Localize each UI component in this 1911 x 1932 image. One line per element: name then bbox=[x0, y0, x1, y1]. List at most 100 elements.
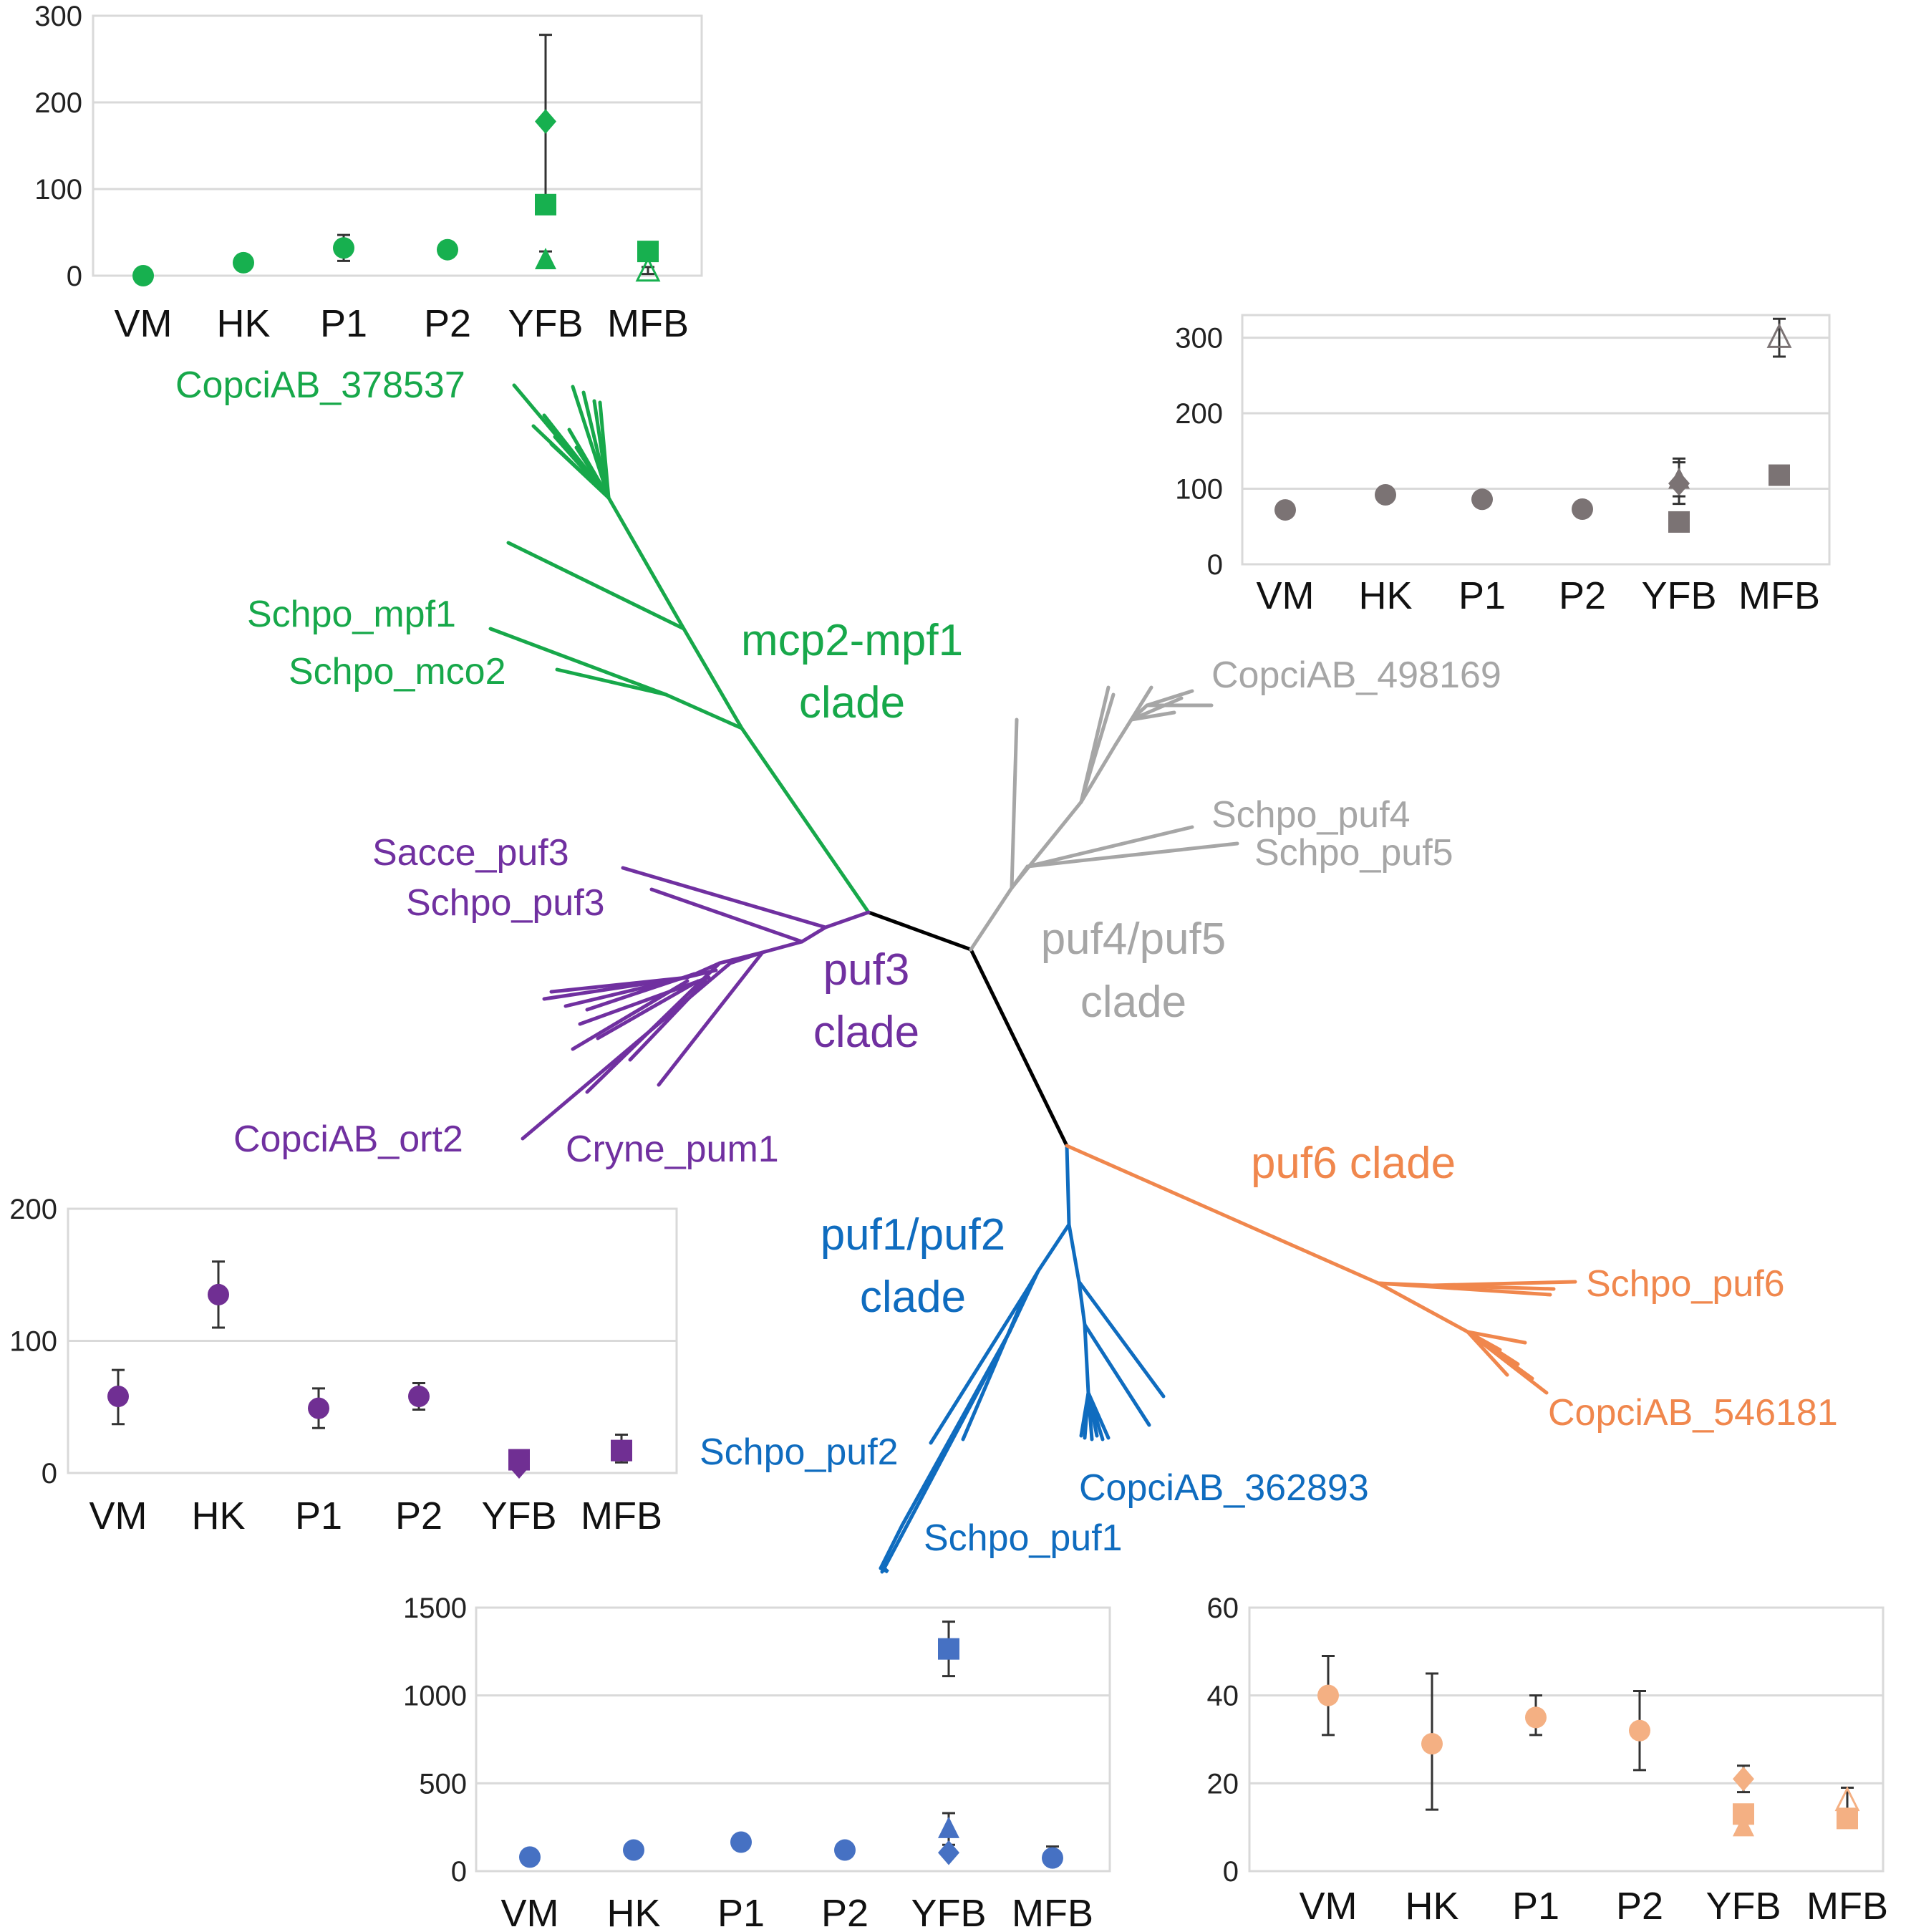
x-category-label: P1 bbox=[1512, 1885, 1559, 1928]
y-tick-label: 1500 bbox=[403, 1593, 467, 1624]
data-point-square bbox=[1769, 464, 1790, 486]
x-category-label: MFB bbox=[1012, 1892, 1093, 1928]
x-category-label: VM bbox=[501, 1892, 559, 1928]
x-category-label: VM bbox=[89, 1494, 147, 1537]
x-category-label: P1 bbox=[320, 302, 367, 345]
clade-branches-gray bbox=[969, 685, 1239, 952]
data-point-diamond bbox=[535, 109, 556, 134]
data-point-circle bbox=[623, 1839, 644, 1861]
data-marks bbox=[107, 1260, 632, 1479]
y-tick-label: 20 bbox=[1207, 1768, 1239, 1800]
plot-frame bbox=[1248, 1606, 1885, 1873]
leaf-label: Schpo_puf2 bbox=[700, 1431, 899, 1473]
data-point-circle bbox=[519, 1846, 541, 1868]
leaf-label: CopciAB_378537 bbox=[175, 364, 465, 406]
y-tick-label: 1000 bbox=[403, 1681, 467, 1712]
x-category-label: YFB bbox=[1706, 1885, 1781, 1928]
data-point-triangle bbox=[938, 1816, 959, 1838]
x-category-label: HK bbox=[1358, 574, 1412, 617]
data-point-circle bbox=[107, 1385, 129, 1407]
data-point-triangle bbox=[1733, 1815, 1754, 1837]
y-tick-label: 300 bbox=[34, 1, 82, 32]
x-category-label: MFB bbox=[1738, 574, 1820, 617]
y-tick-label: 100 bbox=[34, 174, 82, 206]
data-point-triangle-open bbox=[1766, 323, 1792, 348]
x-category-label: P2 bbox=[1616, 1885, 1663, 1928]
y-tick-label: 0 bbox=[451, 1856, 467, 1888]
data-point-circle bbox=[1629, 1719, 1650, 1742]
x-category-label: P1 bbox=[295, 1494, 342, 1537]
leaf-label: CopciAB_498169 bbox=[1211, 655, 1501, 696]
clade-branches-green bbox=[488, 383, 871, 914]
x-category-label: P1 bbox=[1458, 574, 1506, 617]
data-point-square bbox=[938, 1638, 959, 1660]
y-tick-label: 500 bbox=[419, 1768, 467, 1800]
plot-frame bbox=[92, 14, 703, 277]
data-point-circle bbox=[333, 237, 354, 259]
data-marks bbox=[519, 1621, 1063, 1869]
x-category-label: HK bbox=[216, 302, 270, 345]
leaf-label: Schpo_puf1 bbox=[924, 1517, 1123, 1559]
clade-label-orange: puf6 clade bbox=[1251, 1139, 1456, 1188]
x-category-label: P2 bbox=[424, 302, 471, 345]
y-tick-label: 100 bbox=[1175, 474, 1223, 506]
expression-chart-green: 0 100 200 300 VM HK P1 P2 YFB MFB bbox=[34, 1, 703, 345]
expression-chart-blue: 0 500 1000 1500 VM HK P1 P2 YFB MFB bbox=[403, 1593, 1111, 1932]
data-point-square bbox=[1837, 1807, 1858, 1830]
data-point-triangle-open bbox=[635, 256, 661, 282]
clade-label-purple-line2: clade bbox=[813, 1008, 919, 1057]
clade-label-green-line2: clade bbox=[799, 678, 905, 728]
data-point-square bbox=[611, 1439, 632, 1462]
y-tick-label: 0 bbox=[67, 261, 82, 292]
clade-branches-orange bbox=[1065, 1144, 1577, 1395]
expression-chart-purple: 0 100 200 VM HK P1 P2 YFB MFB bbox=[9, 1194, 678, 1537]
x-category-label: YFB bbox=[481, 1494, 556, 1537]
x-category-label: MFB bbox=[607, 302, 689, 345]
data-point-triangle-open bbox=[1834, 1786, 1860, 1812]
y-tick-label: 40 bbox=[1207, 1681, 1239, 1712]
y-tick-label: 200 bbox=[34, 87, 82, 119]
clade-branches-blue bbox=[879, 1144, 1166, 1574]
data-point-circle bbox=[132, 265, 154, 286]
leaf-label: CopciAB_ort2 bbox=[233, 1119, 463, 1160]
data-point-circle bbox=[1471, 488, 1493, 511]
x-category-label: P1 bbox=[717, 1892, 765, 1928]
data-point-circle bbox=[1317, 1684, 1339, 1706]
x-category-label: YFB bbox=[911, 1892, 986, 1928]
clade-label-purple-line1: puf3 bbox=[823, 945, 910, 995]
data-point-circle bbox=[1421, 1733, 1443, 1755]
expression-chart-orange: 0 20 40 60 VM HK P1 P2 YFB MFB bbox=[1207, 1593, 1889, 1928]
x-category-label: VM bbox=[1257, 574, 1315, 617]
plot-frame bbox=[475, 1606, 1111, 1873]
data-point-square bbox=[508, 1449, 530, 1471]
data-point-circle bbox=[308, 1397, 329, 1419]
x-category-label: P2 bbox=[395, 1494, 442, 1537]
x-category-label: HK bbox=[1405, 1885, 1458, 1928]
x-category-label: MFB bbox=[1806, 1885, 1888, 1928]
y-tick-label: 0 bbox=[1223, 1856, 1239, 1888]
leaf-label: Schpo_puf5 bbox=[1254, 832, 1453, 874]
x-category-label: HK bbox=[191, 1494, 245, 1537]
clade-label-green-line1: mcp2-mpf1 bbox=[741, 616, 963, 665]
data-marks bbox=[1317, 1654, 1860, 1837]
y-tick-label: 0 bbox=[42, 1458, 57, 1489]
leaf-label: Schpo_mpf1 bbox=[247, 594, 456, 635]
data-point-circle bbox=[233, 251, 254, 274]
data-point-square bbox=[1668, 511, 1690, 533]
x-category-label: HK bbox=[606, 1892, 660, 1928]
x-category-label: VM bbox=[115, 302, 173, 345]
leaf-label: Sacce_puf3 bbox=[372, 832, 569, 874]
plot-frame bbox=[1241, 314, 1831, 566]
data-point-circle bbox=[1042, 1847, 1063, 1869]
data-point-circle bbox=[1375, 483, 1396, 506]
expression-chart-gray: 0 100 200 300 VM HK P1 P2 YFB MFB bbox=[1175, 314, 1831, 617]
data-point-circle bbox=[408, 1385, 430, 1407]
data-point-circle bbox=[730, 1831, 752, 1853]
leaf-label: CopciAB_546181 bbox=[1548, 1392, 1838, 1434]
leaf-label: CopciAB_362893 bbox=[1079, 1467, 1369, 1509]
data-marks bbox=[132, 34, 661, 286]
y-tick-label: 100 bbox=[9, 1326, 57, 1358]
y-tick-label: 300 bbox=[1175, 323, 1223, 354]
leaf-label: Schpo_puf3 bbox=[406, 882, 605, 924]
